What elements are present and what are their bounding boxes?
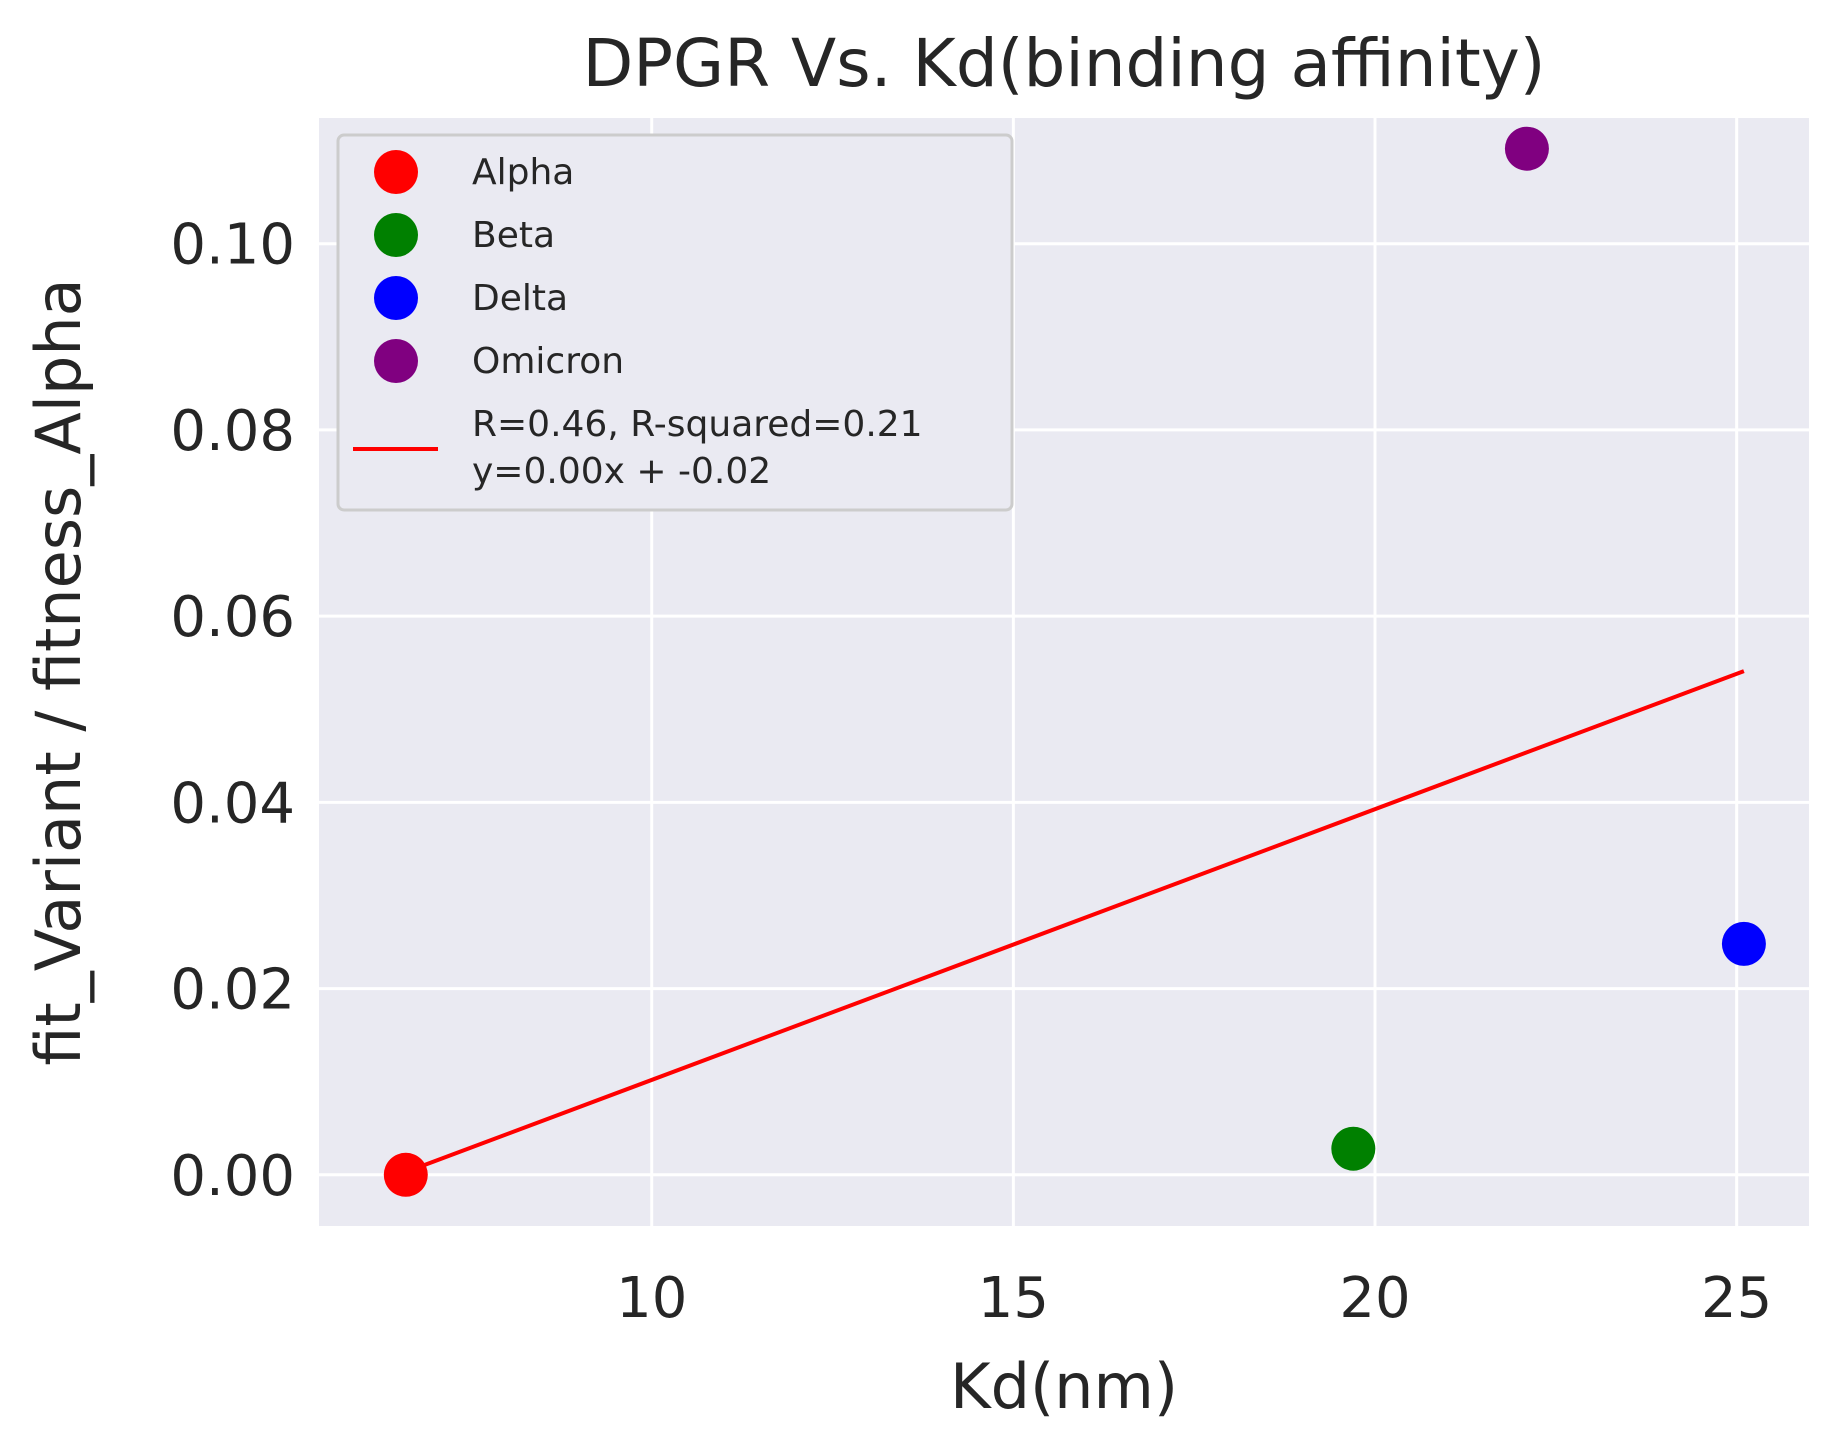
y-tick-labels: 0.00 0.02 0.04 0.06 0.08 0.10	[170, 213, 295, 1209]
y-tick-label: 0.02	[170, 958, 295, 1023]
y-tick-label: 0.10	[170, 213, 295, 278]
x-tick-label: 20	[1339, 1266, 1410, 1331]
legend-marker-beta	[374, 213, 418, 257]
legend-label-delta: Delta	[472, 278, 568, 319]
legend-box	[336, 133, 1014, 512]
y-tick-label: 0.06	[170, 585, 295, 650]
y-tick-label: 0.08	[170, 399, 295, 464]
data-points	[383, 126, 1766, 1197]
point-beta	[1331, 1126, 1376, 1171]
legend-label-beta: Beta	[472, 215, 555, 256]
x-tick-label: 15	[978, 1266, 1049, 1331]
y-axis-label: fit_Variant / fitness_Alpha	[22, 278, 95, 1065]
legend: Alpha Beta Delta Omicron R=0.46, R-squar…	[336, 133, 1014, 512]
legend-label-omicron: Omicron	[472, 341, 624, 382]
legend-label-fit-line-1: R=0.46, R-squared=0.21	[472, 404, 923, 445]
fit-line	[405, 669, 1745, 1174]
x-tick-label: 25	[1701, 1266, 1772, 1331]
y-tick-label: 0.00	[170, 1144, 295, 1209]
x-tick-label: 10	[616, 1266, 687, 1331]
point-delta	[1721, 921, 1766, 966]
legend-label-fit-line-2: y=0.00x + -0.02	[472, 451, 771, 492]
legend-marker-omicron	[374, 339, 418, 383]
x-tick-labels: 10 15 20 25	[616, 1266, 1772, 1331]
legend-label-alpha: Alpha	[472, 152, 574, 193]
legend-marker-delta	[374, 276, 418, 320]
fit-line-group	[405, 669, 1745, 1174]
point-alpha	[383, 1152, 428, 1197]
chart-title: DPGR Vs. Kd(binding affinity)	[582, 25, 1545, 102]
point-omicron	[1504, 126, 1549, 171]
x-axis-label: Kd(nm)	[950, 1350, 1178, 1423]
y-tick-label: 0.04	[170, 771, 295, 836]
legend-marker-alpha	[374, 150, 418, 194]
